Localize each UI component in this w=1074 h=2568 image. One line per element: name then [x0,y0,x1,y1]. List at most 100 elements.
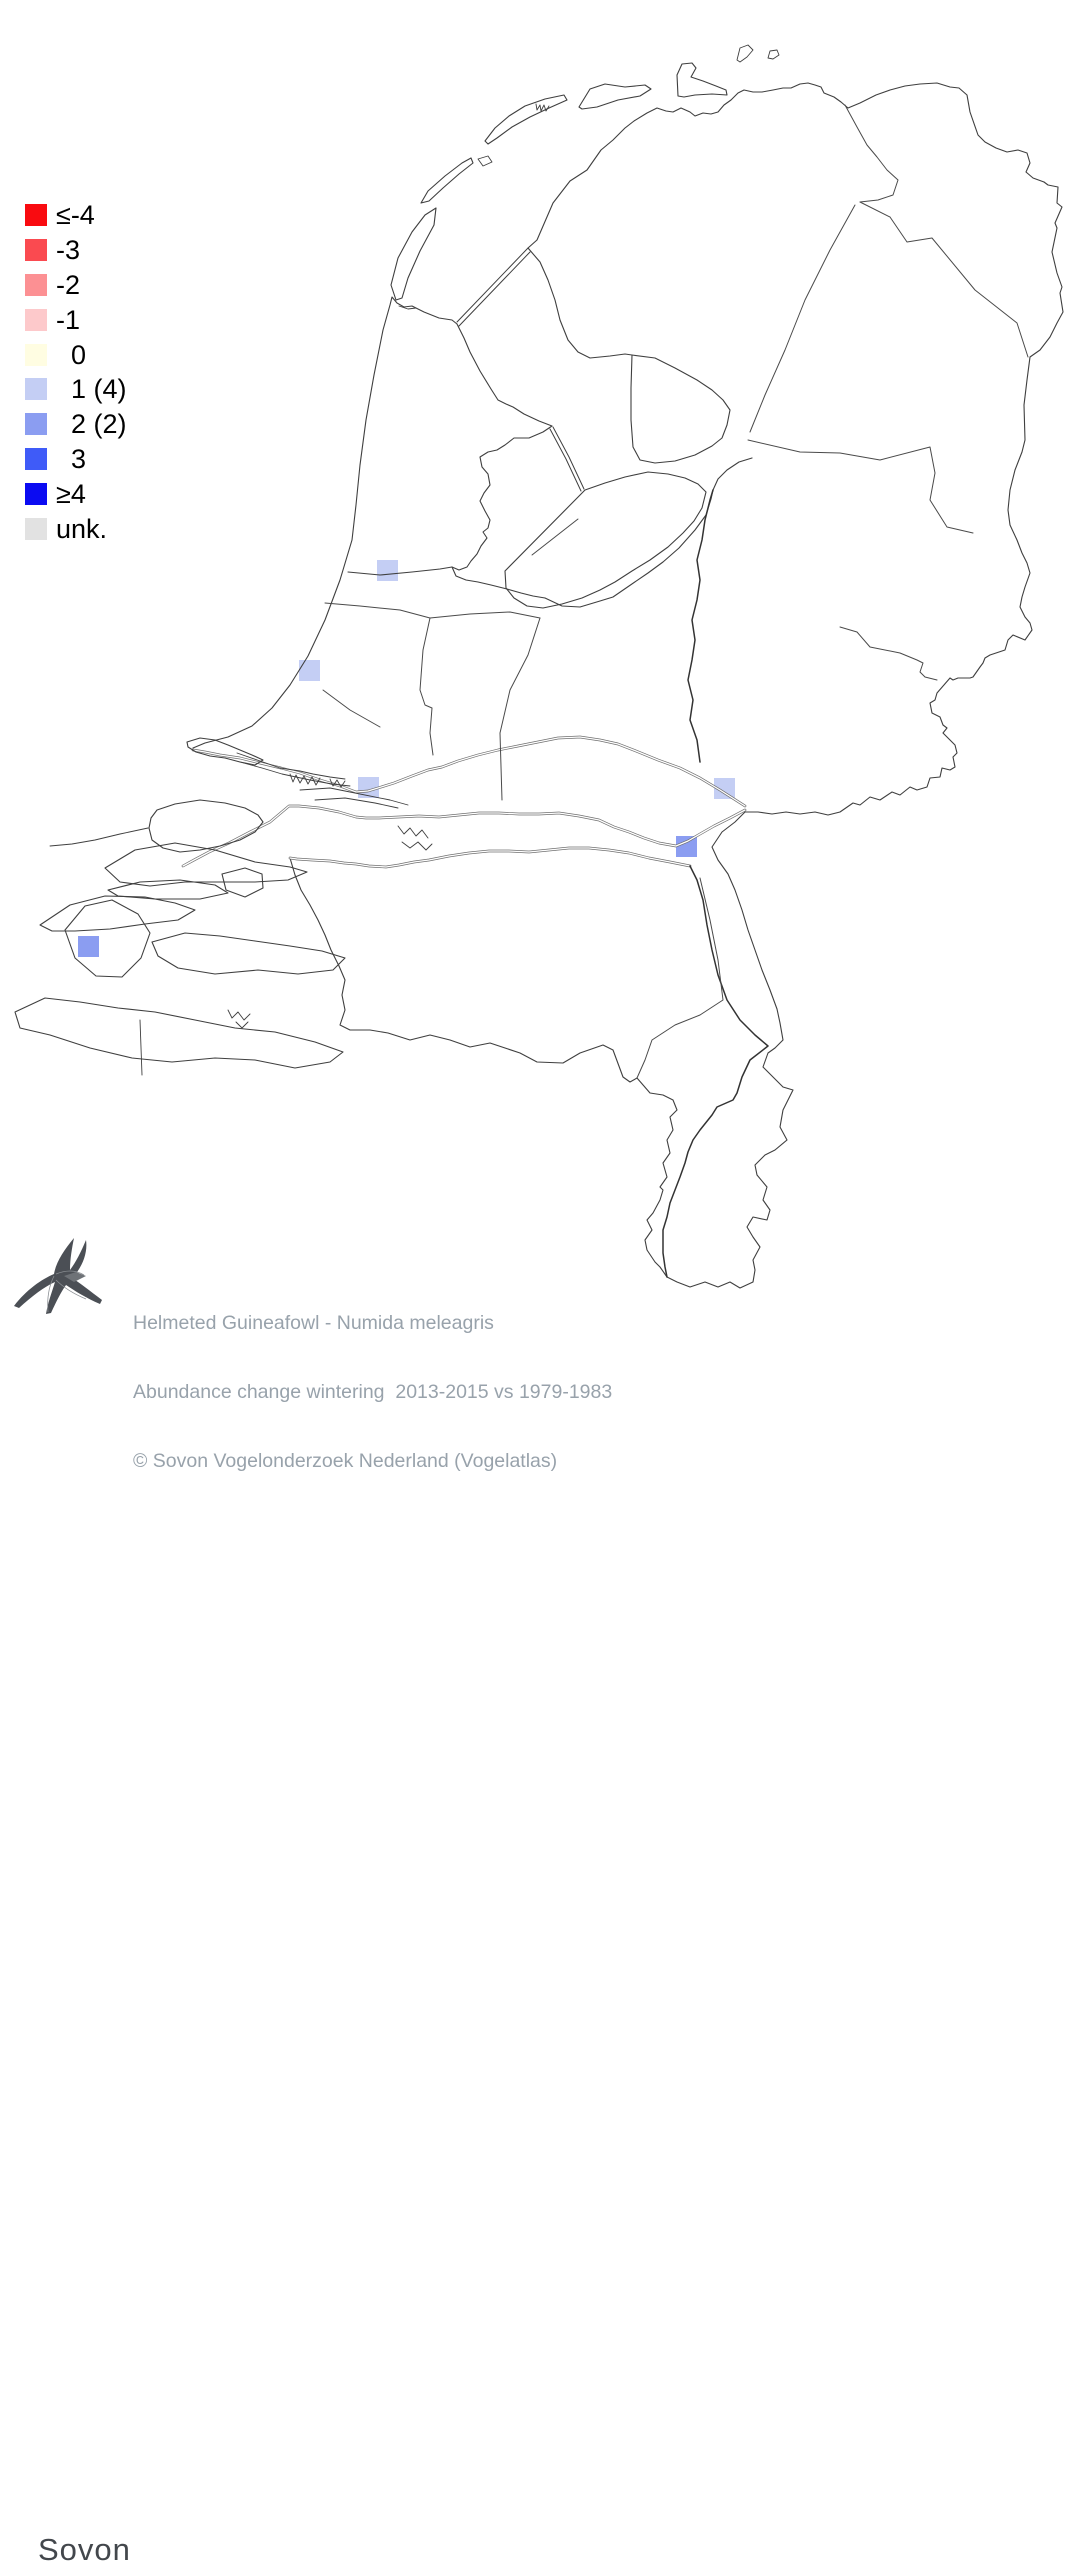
legend-color-swatch [25,308,47,331]
legend-row: 1 (4) [25,374,127,405]
island-vlieland-west-tip [477,155,493,167]
border-utrecht-north [429,611,541,619]
border-germany-northeast [744,181,1064,816]
map-captions: Helmeted Guineafowl - Numida meleagris A… [133,1266,612,1519]
legend-color-swatch [25,378,47,401]
coastline-west [192,296,458,749]
river-waal-hollandsdiep [181,804,747,868]
island-goeree-overflakkee [104,842,308,887]
border-overijssel-gelderland [839,626,938,681]
border-brabant-limburg [636,877,724,1079]
legend-label: unk. [56,514,108,545]
border-utrecht-west [419,617,434,756]
haringvliet-line [49,827,149,847]
island-voorne-putten [148,799,264,853]
legend-row: ≥4 [25,479,127,510]
river-maas-brabant [288,846,692,869]
legend-label: -1 [56,304,81,335]
knardijk-line [531,518,579,556]
noordoostpolder-outline [630,354,731,464]
houtribdijk-line-1 [552,426,585,490]
legend-color-swatch [25,448,47,471]
ijsselmonde-lines [299,787,409,809]
river-ijssel [687,489,714,763]
zeeuws-creek-marks [227,1009,251,1029]
legend-label: ≥4 [56,479,86,510]
afsluitdijk-line-1 [456,247,529,323]
noordzeekanaal [347,566,453,576]
maasvlakte-outline [186,737,264,766]
island-schouwen-duiveland [39,895,196,932]
border-noordholland-zuidholland [324,602,431,619]
coastline-brabant-west [289,857,340,967]
legend-label: 1 (4) [56,374,127,405]
legend-color-swatch [25,518,47,541]
sovon-logo-text: Sovon [38,2532,131,2567]
legend-color-swatch [25,238,47,261]
map-page: ≤-4 -3 -2 -1 0 1 [12,44,1064,2567]
legend-label: 3 [56,444,87,475]
atlas-grid-cell-value-1 [714,778,735,799]
harbour-dock-marks [289,773,346,788]
legend-color-swatch [25,483,47,506]
legend-color-swatch [25,413,47,436]
atlas-grid-cell-value-1 [377,560,398,581]
island-terschelling [484,94,568,145]
canal-terneuzen-gent [139,1019,143,1076]
flevopolder-outline [504,471,707,609]
legend-row: -1 [25,304,127,335]
legend: ≤-4 -3 -2 -1 0 1 [25,200,127,545]
island-tholen [221,867,264,898]
legend-label: ≤-4 [56,200,95,230]
caption-copyright: © Sovon Vogelonderzoek Nederland (Vogela… [133,1450,558,1472]
legend-label: -2 [56,269,81,300]
island-ameland [578,83,652,110]
border-south-limburg-belgium [338,811,794,1289]
coastline-friesland-sw [527,247,633,359]
atlas-grid-cell-value-2 [676,836,697,857]
legend-color-swatch [25,204,47,226]
harbour-line-1 [236,752,346,780]
biesbosch-creek-marks [397,825,433,851]
island-rottumeroog [767,49,780,60]
island-noord-beveland [107,879,229,900]
legend-row: -3 [25,234,127,265]
island-terschelling-marsh-marks [535,103,550,112]
harbour-line-2 [239,761,351,787]
legend-label: 2 (2) [56,409,127,440]
river-maas-limburg [662,865,769,1278]
island-vlieland [420,157,474,204]
coastline-north [527,82,1045,249]
afsluitdijk-line-2 [458,251,531,327]
island-zuid-beveland [151,932,346,975]
border-drenthe-overijssel [747,439,974,534]
legend-row: unk. [25,514,127,545]
caption-species: Helmeted Guineafowl - Numida meleagris [133,1312,494,1334]
legend-label: 0 [56,339,87,370]
island-walcheren [64,899,151,978]
border-utrecht-east [499,617,541,801]
border-zuidholland-inner [322,689,381,728]
coastline-randmeren [544,457,753,608]
border-friesland-groningen [844,104,899,203]
legend-row: 0 [25,339,127,370]
atlas-grid-cell-value-1 [299,660,320,681]
sovon-logo: Sovon [12,1236,130,2567]
legend-label: -3 [56,234,81,265]
legend-color-swatch [25,273,47,296]
houtribdijk-line-2 [549,428,582,492]
den-helder-harbor-marks [398,305,417,310]
atlas-grid-cell-value-2 [78,936,99,957]
river-lek-nederrijn [191,735,747,808]
legend-row: 2 (2) [25,409,127,440]
island-texel [390,207,437,301]
border-friesland-drenthe [749,204,856,433]
legend-row: 3 [25,444,127,475]
zeeuws-vlaanderen-outline [14,997,344,1069]
island-rottumerplaat [736,44,754,63]
border-groningen-drenthe [859,201,1029,358]
swallow-bird-icon [14,1238,102,1314]
legend-row: ≤-4 [25,200,127,230]
legend-row: -2 [25,269,127,300]
coastline-ijsselmeer-west [451,323,553,599]
